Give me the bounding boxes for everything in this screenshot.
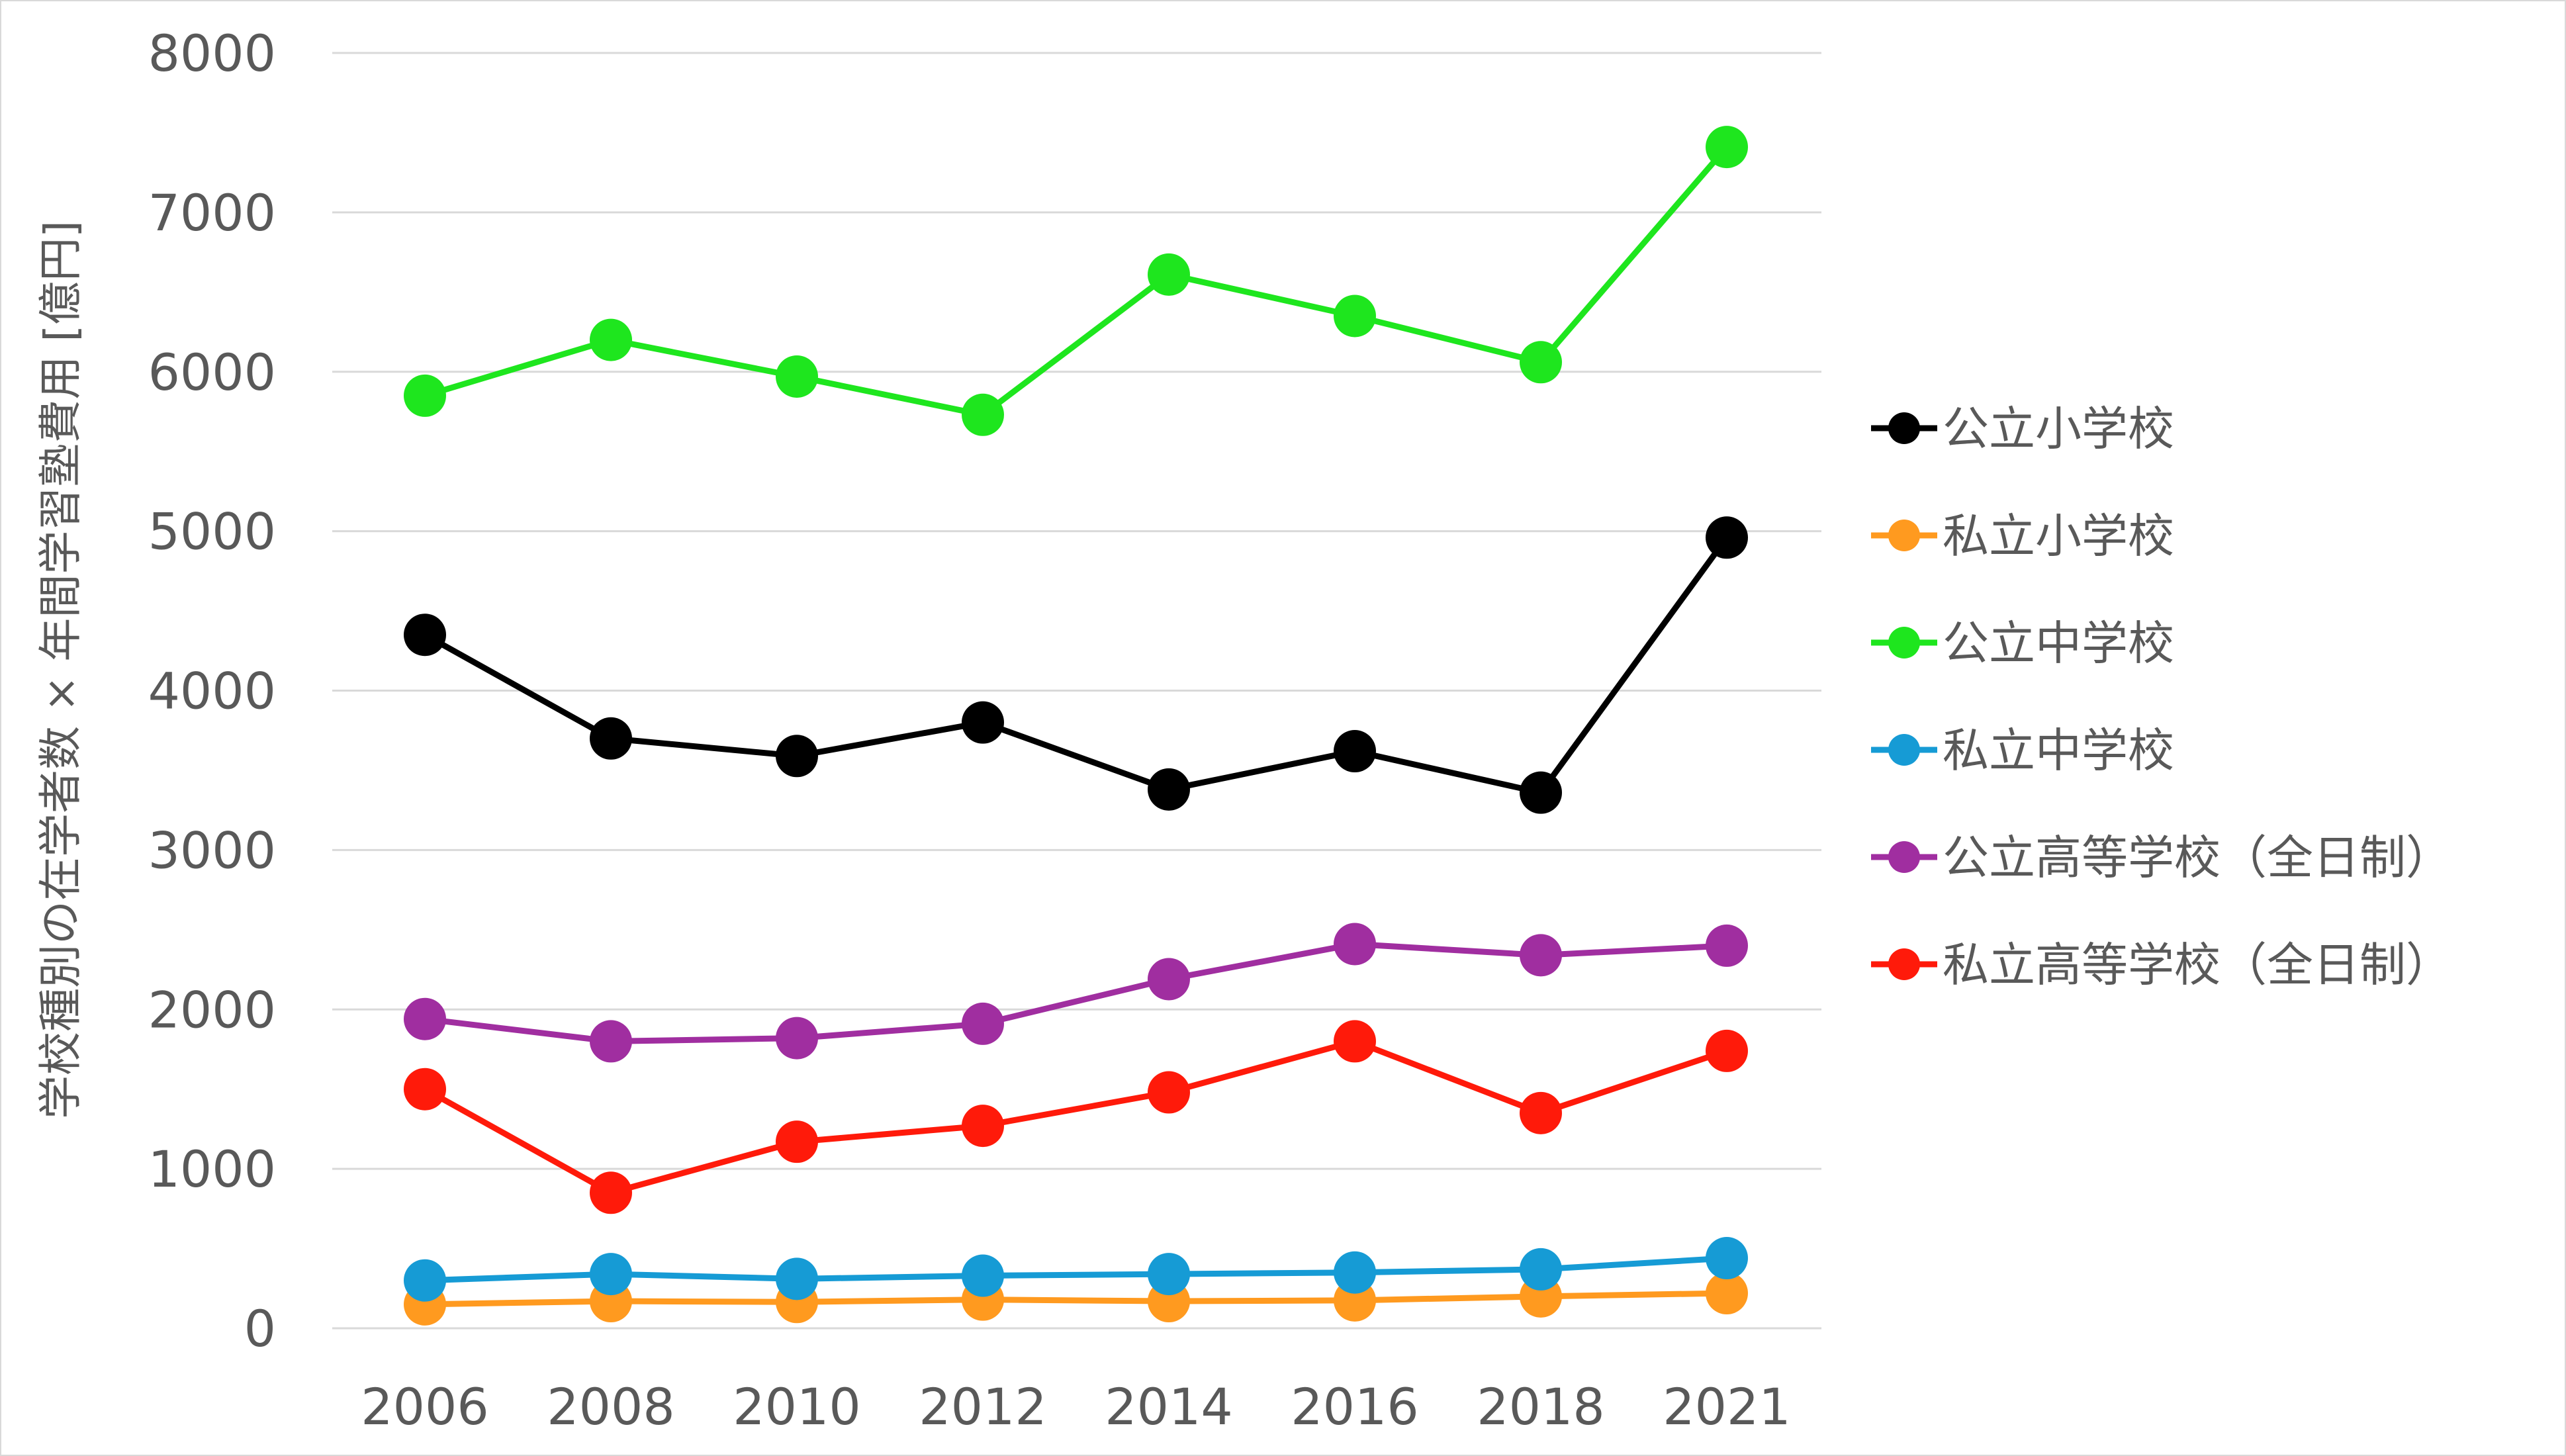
data-point: [962, 1254, 1004, 1297]
legend-item: 私立高等学校（全日制）: [1871, 938, 2452, 992]
data-point: [590, 1171, 632, 1214]
x-axis-ticks: 2006 2008 2010 2012 2014 2016 2018 2021: [361, 1377, 1790, 1436]
x-tick-label: 2008: [547, 1377, 674, 1436]
y-tick-label: 3000: [148, 821, 276, 880]
data-point: [1706, 1237, 1748, 1280]
data-point: [404, 997, 446, 1040]
series-line: [424, 1255, 1727, 1284]
x-tick-label: 2021: [1663, 1377, 1790, 1436]
data-point: [1148, 958, 1190, 1001]
y-tick-label: 5000: [148, 502, 276, 561]
x-tick-label: 2006: [361, 1377, 488, 1436]
series-line: [424, 1290, 1727, 1308]
data-point: [1334, 730, 1376, 773]
legend-swatch-marker: [1888, 627, 1920, 659]
data-point: [1148, 1253, 1190, 1296]
series-6: [404, 1020, 1748, 1214]
legend-label: 私立中学校: [1943, 723, 2174, 778]
data-point: [1520, 771, 1562, 814]
legend-swatch-marker: [1888, 948, 1920, 980]
data-point: [776, 355, 818, 398]
x-tick-label: 2016: [1291, 1377, 1418, 1436]
data-point: [590, 1020, 632, 1063]
legend-label: 私立小学校: [1943, 509, 2174, 563]
y-axis-ticks: 0 1000 2000 3000 4000 5000 6000 7000 8000: [148, 24, 276, 1358]
data-point: [1520, 1091, 1562, 1134]
x-tick-label: 2018: [1477, 1377, 1604, 1436]
data-point: [1148, 1071, 1190, 1114]
data-point: [1706, 1272, 1748, 1315]
data-point: [1334, 1251, 1376, 1294]
series-3: [404, 126, 1748, 436]
data-point: [1520, 341, 1562, 384]
legend-swatch-marker: [1888, 734, 1920, 766]
data-point: [1706, 1029, 1748, 1072]
data-point: [962, 1105, 1004, 1148]
y-tick-label: 0: [244, 1299, 276, 1358]
data-point: [1148, 253, 1190, 296]
data-point: [1706, 516, 1748, 559]
data-point: [590, 717, 632, 760]
series-line: [423, 535, 1729, 796]
data-point: [1148, 768, 1190, 811]
data-point: [1334, 923, 1376, 966]
legend-item: 公立小学校: [1871, 402, 2174, 456]
y-tick-label: 2000: [148, 980, 276, 1039]
series-4: [404, 1237, 1748, 1302]
legend-label: 私立高等学校（全日制）: [1943, 938, 2452, 992]
data-point: [776, 735, 818, 778]
y-tick-label: 7000: [148, 183, 276, 242]
series-line: [423, 1038, 1728, 1196]
data-point: [962, 701, 1004, 744]
data-point: [962, 1002, 1004, 1045]
series-line: [424, 940, 1727, 1044]
data-point: [590, 1253, 632, 1296]
y-tick-label: 8000: [148, 24, 276, 83]
series-1: [404, 516, 1748, 814]
legend-label: 公立中学校: [1943, 616, 2174, 670]
series-line: [424, 145, 1729, 418]
legend-item: 公立高等学校（全日制）: [1871, 831, 2452, 885]
y-tick-label: 6000: [148, 343, 276, 402]
x-tick-label: 2014: [1105, 1377, 1232, 1436]
data-point: [404, 374, 446, 417]
data-point: [776, 1017, 818, 1060]
legend-item: 私立小学校: [1871, 509, 2174, 563]
legend-label: 公立高等学校（全日制）: [1943, 831, 2452, 885]
data-point: [1334, 295, 1376, 338]
y-axis-label: 学校種別の在学者数 × 年間学習塾費用 [億円]: [35, 220, 86, 1119]
data-point: [590, 318, 632, 361]
gridlines: [332, 52, 1821, 1330]
legend-label: 公立小学校: [1943, 402, 2174, 456]
series-group: [404, 126, 1748, 1326]
data-point: [1334, 1020, 1376, 1063]
x-tick-label: 2010: [733, 1377, 860, 1436]
legend-swatch-marker: [1888, 520, 1920, 551]
data-point: [1706, 924, 1748, 967]
data-point: [1520, 1248, 1562, 1291]
legend-item: 公立中学校: [1871, 616, 2174, 670]
data-point: [404, 1068, 446, 1111]
x-tick-label: 2012: [919, 1377, 1046, 1436]
legend-item: 私立中学校: [1871, 723, 2174, 778]
legend-swatch-marker: [1888, 841, 1920, 873]
data-point: [962, 393, 1004, 436]
data-point: [1520, 934, 1562, 977]
data-point: [404, 1259, 446, 1302]
y-tick-label: 4000: [148, 662, 276, 721]
series-5: [404, 923, 1748, 1063]
data-point: [776, 1257, 818, 1300]
data-point: [776, 1120, 818, 1163]
legend-swatch-marker: [1888, 412, 1920, 444]
data-point: [404, 614, 446, 657]
data-point: [1706, 126, 1748, 169]
y-tick-label: 1000: [148, 1140, 276, 1199]
